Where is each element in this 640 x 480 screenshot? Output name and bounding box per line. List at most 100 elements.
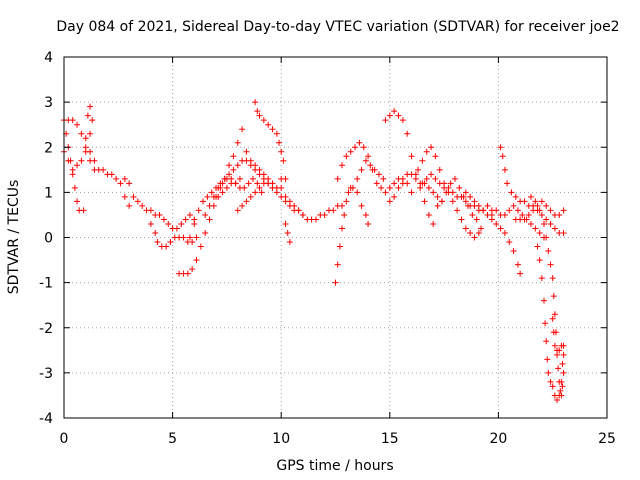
data-point [87, 103, 94, 110]
data-point [295, 207, 302, 214]
data-point [445, 184, 452, 191]
data-point [536, 229, 543, 236]
data-point [284, 229, 291, 236]
y-tick-label: -2 [39, 321, 53, 337]
data-point [189, 266, 196, 273]
data-point [475, 229, 482, 236]
y-tick-labels: -4 -3 -2 -1 0 1 2 3 4 [39, 50, 53, 427]
data-point [265, 121, 272, 128]
data-point [291, 202, 298, 209]
data-point [163, 243, 170, 250]
data-point [538, 275, 545, 282]
data-point [167, 239, 174, 246]
data-point [234, 139, 241, 146]
data-point [404, 180, 411, 187]
data-point [432, 175, 439, 182]
data-point [147, 207, 154, 214]
data-point [554, 396, 561, 403]
data-point [286, 239, 293, 246]
data-point [243, 198, 250, 205]
data-point [447, 180, 454, 187]
data-point [312, 216, 319, 223]
plot-frame [63, 56, 608, 419]
data-point [551, 225, 558, 232]
data-point [480, 207, 487, 214]
data-point [78, 130, 85, 137]
data-point [545, 248, 552, 255]
data-point [391, 180, 398, 187]
y-axis-label: SDTVAR / TECUs [6, 180, 22, 295]
data-point [434, 193, 441, 200]
data-point [230, 153, 237, 160]
data-point [425, 211, 432, 218]
data-point [547, 207, 554, 214]
data-point [87, 148, 94, 155]
data-point [501, 211, 508, 218]
data-point [551, 311, 558, 318]
data-point [347, 148, 354, 155]
data-point [339, 162, 346, 169]
data-point [449, 198, 456, 205]
data-point [252, 99, 259, 106]
data-point [113, 175, 120, 182]
data-point [549, 315, 556, 322]
data-point [365, 220, 372, 227]
data-point [260, 117, 267, 124]
data-point [443, 189, 450, 196]
data-point [430, 220, 437, 227]
data-point [391, 108, 398, 115]
data-point [254, 180, 261, 187]
data-point [538, 211, 545, 218]
data-point [469, 211, 476, 218]
y-tick-label: 2 [44, 140, 53, 156]
data-point [484, 202, 491, 209]
data-point [256, 112, 263, 119]
data-point [126, 202, 133, 209]
data-point [530, 207, 537, 214]
y-tick-label: -4 [39, 411, 53, 427]
data-point [536, 257, 543, 264]
data-point [236, 175, 243, 182]
data-point [82, 135, 89, 142]
data-point [382, 117, 389, 124]
data-point [365, 153, 372, 160]
data-point [139, 202, 146, 209]
data-point [428, 144, 435, 151]
data-point [189, 239, 196, 246]
data-point [449, 189, 456, 196]
data-point [89, 117, 96, 124]
data-point [278, 148, 285, 155]
data-point [545, 369, 552, 376]
data-point [536, 207, 543, 214]
data-point [87, 130, 94, 137]
data-point [521, 198, 528, 205]
data-point [202, 211, 209, 218]
data-point [432, 153, 439, 160]
data-point [165, 220, 172, 227]
data-point [395, 112, 402, 119]
data-point [421, 198, 428, 205]
data-point [134, 198, 141, 205]
data-point [345, 189, 352, 196]
data-point [121, 175, 128, 182]
x-tick-label: 15 [381, 431, 399, 447]
x-tick-label: 5 [168, 431, 177, 447]
data-point [560, 207, 567, 214]
data-point [352, 144, 359, 151]
data-point [534, 202, 541, 209]
data-point [219, 180, 226, 187]
data-point [206, 216, 213, 223]
data-point [362, 211, 369, 218]
data-point [391, 193, 398, 200]
data-point [219, 189, 226, 196]
data-point [152, 229, 159, 236]
data-point [230, 166, 237, 173]
data-point [512, 193, 519, 200]
data-point [282, 220, 289, 227]
data-point [555, 365, 562, 372]
data-point [464, 202, 471, 209]
data-point [74, 162, 81, 169]
data-point [423, 148, 430, 155]
data-point [408, 171, 415, 178]
data-point [269, 184, 276, 191]
